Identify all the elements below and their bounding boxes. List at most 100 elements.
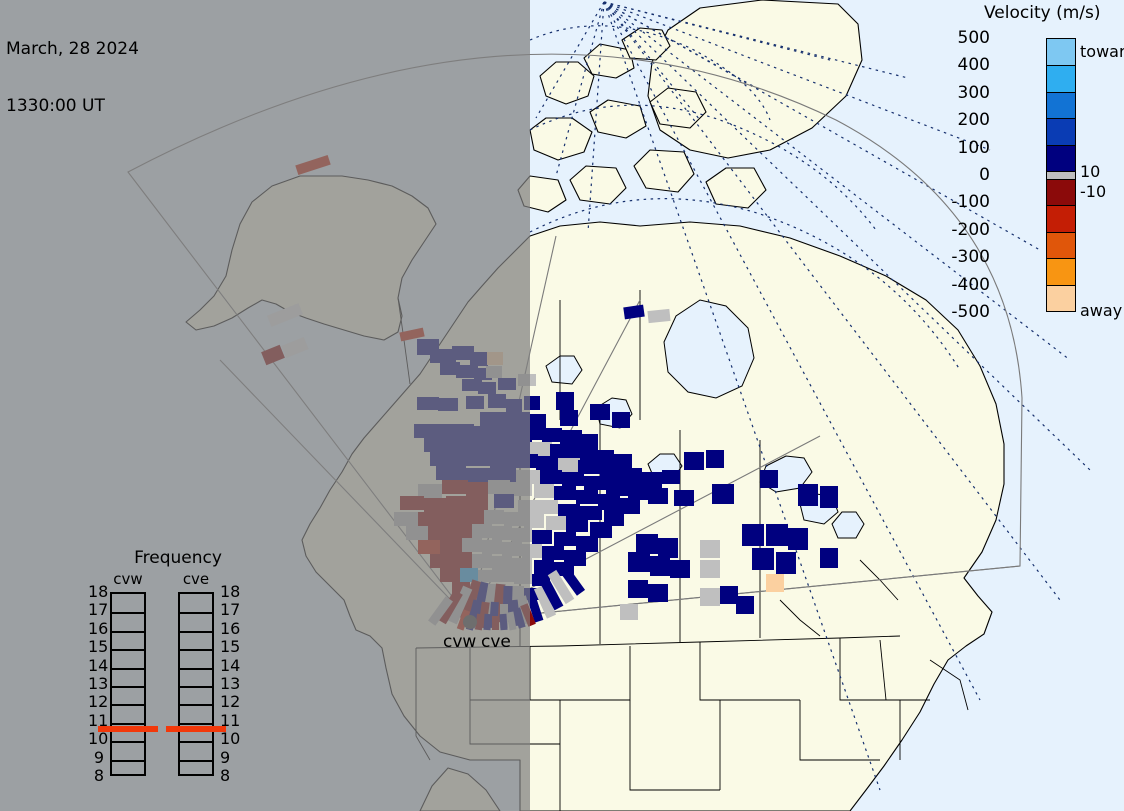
great-lakes-ontario xyxy=(831,511,865,539)
velocity-cell xyxy=(648,584,668,602)
hudson-bay xyxy=(663,299,755,399)
velocity-cell xyxy=(776,552,796,574)
velocity-tick-label: -200 xyxy=(951,219,990,240)
velocity-cell xyxy=(647,308,671,324)
velocity-cell xyxy=(536,456,560,470)
velocity-cell xyxy=(712,484,734,504)
station-label-cvw: cvw xyxy=(443,632,477,652)
velocity-cell xyxy=(530,442,552,456)
velocity-tick-label: -300 xyxy=(951,247,990,268)
velocity-cell xyxy=(700,560,720,578)
velocity-colorbar xyxy=(1046,38,1076,312)
frequency-tick-label: 15 xyxy=(88,637,109,657)
velocity-tick-label: -100 xyxy=(951,192,990,213)
arctic-island-10 xyxy=(705,167,767,209)
velocity-cell xyxy=(547,569,575,605)
velocity-cell xyxy=(590,522,612,538)
velocity-cell xyxy=(560,430,582,446)
velocity-swatch xyxy=(1047,91,1075,119)
velocity-cell xyxy=(662,470,680,484)
velocity-cell xyxy=(540,470,562,484)
velocity-tick-label: 200 xyxy=(957,110,990,131)
velocity-cell xyxy=(628,484,648,500)
velocity-cell xyxy=(736,596,754,614)
velocity-cell xyxy=(590,404,610,420)
velocity-cell xyxy=(558,504,580,518)
velocity-swatch xyxy=(1047,65,1075,92)
velocity-cell xyxy=(538,500,558,514)
velocity-cell xyxy=(766,524,788,546)
frequency-segment xyxy=(180,722,212,741)
velocity-swatch xyxy=(1047,258,1075,285)
frequency-tick-label: 15 xyxy=(220,637,241,657)
velocity-cell xyxy=(648,488,668,504)
frequency-bar-cvw xyxy=(110,592,146,776)
velocity-swatch xyxy=(1047,205,1075,232)
velocity-tick-label: -500 xyxy=(951,302,990,322)
velocity-cell xyxy=(720,586,738,604)
velocity-cell xyxy=(623,304,645,320)
velocity-cell xyxy=(700,540,720,558)
frequency-segment xyxy=(180,667,212,686)
velocity-cell xyxy=(598,494,620,510)
velocity-cell xyxy=(576,490,598,504)
frequency-tick-label: 14 xyxy=(220,655,241,675)
frequency-bar-cve xyxy=(178,592,214,776)
velocity-cell xyxy=(820,486,838,508)
velocity-cell xyxy=(556,562,586,596)
velocity-cell xyxy=(570,446,592,460)
frequency-tick-label: 12 xyxy=(88,692,109,712)
frequency-segment xyxy=(180,759,212,778)
velocity-cell xyxy=(532,530,552,544)
velocity-cell xyxy=(760,470,778,488)
velocity-cell xyxy=(820,548,838,568)
arctic-island-1 xyxy=(539,61,595,105)
frequency-legend-title: Frequency xyxy=(134,548,222,568)
velocity-cell xyxy=(576,536,598,552)
velocity-cell xyxy=(636,534,658,554)
frequency-tick-label: 10 xyxy=(88,729,109,749)
velocity-cell xyxy=(534,484,554,498)
frequency-segment xyxy=(112,685,144,704)
velocity-swatch xyxy=(1047,231,1075,259)
frequency-tick-label: 9 xyxy=(93,747,104,767)
velocity-cell xyxy=(650,556,670,576)
velocity-cell xyxy=(580,506,602,520)
frequency-segment xyxy=(112,594,144,612)
velocity-cell xyxy=(684,452,704,470)
velocity-cell xyxy=(533,585,557,619)
frequency-segment xyxy=(180,649,212,667)
frequency-segment xyxy=(180,612,212,630)
velocity-tick-label: 500 xyxy=(957,28,990,48)
velocity-cell xyxy=(558,458,580,472)
night-shade xyxy=(0,0,530,811)
velocity-cell xyxy=(542,428,562,442)
frequency-segment xyxy=(112,649,144,667)
negative-threshold-label: -10 xyxy=(1080,182,1107,201)
frequency-segment xyxy=(112,612,144,630)
velocity-cell xyxy=(742,524,764,546)
frequency-bar-name-cvw: cvw xyxy=(113,570,143,588)
magnetic-grid xyxy=(529,1,1091,791)
velocity-swatch xyxy=(1047,144,1075,171)
velocity-cell xyxy=(530,414,546,428)
frequency-tick-label: 10 xyxy=(220,729,241,749)
frequency-segment xyxy=(112,630,144,649)
arctic-island-5 xyxy=(589,99,647,139)
time-text: 1330:00 UT xyxy=(6,96,105,116)
arctic-island-3 xyxy=(621,27,671,61)
velocity-cell xyxy=(700,588,720,606)
velocity-legend-title: Velocity (m/s) xyxy=(984,3,1101,23)
velocity-cell xyxy=(538,575,564,611)
away-label: away xyxy=(1080,301,1123,320)
velocity-cell xyxy=(798,484,818,506)
velocity-cell xyxy=(612,412,630,428)
velocity-cell xyxy=(670,560,690,578)
frequency-segment xyxy=(112,722,144,741)
velocity-cell xyxy=(525,591,544,623)
toward-label: toward xyxy=(1080,42,1124,61)
velocity-swatch xyxy=(1047,284,1075,311)
velocity-cell xyxy=(788,528,808,550)
